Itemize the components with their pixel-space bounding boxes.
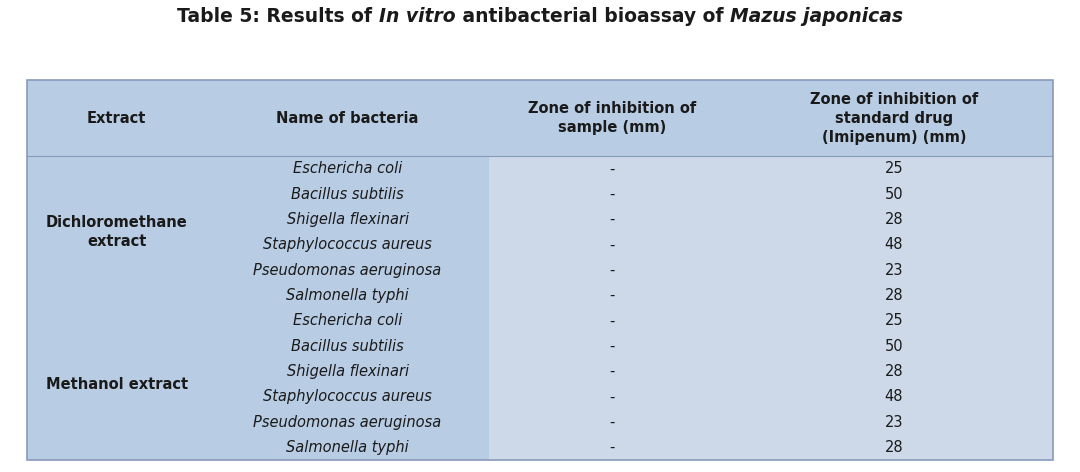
Text: 23: 23 <box>885 263 903 278</box>
Text: -: - <box>609 339 615 354</box>
Text: -: - <box>609 212 615 227</box>
Text: Staphylococcus aureus: Staphylococcus aureus <box>264 237 432 253</box>
Text: 50: 50 <box>885 339 903 354</box>
Text: 28: 28 <box>885 440 903 455</box>
Text: Shigella flexinari: Shigella flexinari <box>286 364 408 379</box>
Text: 25: 25 <box>885 161 903 177</box>
Text: 28: 28 <box>885 212 903 227</box>
Text: antibacterial bioassay of: antibacterial bioassay of <box>456 7 730 26</box>
Text: Shigella flexinari: Shigella flexinari <box>286 212 408 227</box>
Text: Name of bacteria: Name of bacteria <box>276 111 419 126</box>
Text: 23: 23 <box>885 415 903 430</box>
Text: -: - <box>609 288 615 303</box>
Text: Zone of inhibition of
sample (mm): Zone of inhibition of sample (mm) <box>528 101 696 135</box>
Text: 48: 48 <box>885 389 903 405</box>
Text: Mazus japonicas: Mazus japonicas <box>730 7 903 26</box>
Text: Bacillus subtilis: Bacillus subtilis <box>292 187 404 202</box>
Text: 48: 48 <box>885 237 903 253</box>
Text: -: - <box>609 364 615 379</box>
Text: Zone of inhibition of
standard drug
(Imipenum) (mm): Zone of inhibition of standard drug (Imi… <box>810 92 978 145</box>
Bar <box>488 156 1053 460</box>
Text: Salmonella typhi: Salmonella typhi <box>286 288 409 303</box>
Text: -: - <box>609 161 615 177</box>
Text: -: - <box>609 263 615 278</box>
Text: 50: 50 <box>885 187 903 202</box>
Text: Salmonella typhi: Salmonella typhi <box>286 440 409 455</box>
Text: Eschericha coli: Eschericha coli <box>293 161 403 177</box>
Text: -: - <box>609 440 615 455</box>
Text: -: - <box>609 187 615 202</box>
Text: -: - <box>609 313 615 329</box>
Text: 28: 28 <box>885 288 903 303</box>
Text: -: - <box>609 415 615 430</box>
Bar <box>27 80 1053 460</box>
Text: 25: 25 <box>885 313 903 329</box>
Text: Eschericha coli: Eschericha coli <box>293 313 403 329</box>
Text: Pseudomonas aeruginosa: Pseudomonas aeruginosa <box>254 263 442 278</box>
Text: Dichloromethane
extract: Dichloromethane extract <box>45 215 188 249</box>
Text: Staphylococcus aureus: Staphylococcus aureus <box>264 389 432 405</box>
Text: Extract: Extract <box>87 111 147 126</box>
Text: Methanol extract: Methanol extract <box>45 377 188 392</box>
Text: 28: 28 <box>885 364 903 379</box>
Bar <box>27 80 1053 460</box>
Text: -: - <box>609 389 615 405</box>
Text: -: - <box>609 237 615 253</box>
Text: Pseudomonas aeruginosa: Pseudomonas aeruginosa <box>254 415 442 430</box>
Text: In vitro: In vitro <box>379 7 456 26</box>
Text: Table 5: Results of: Table 5: Results of <box>177 7 379 26</box>
Text: Bacillus subtilis: Bacillus subtilis <box>292 339 404 354</box>
